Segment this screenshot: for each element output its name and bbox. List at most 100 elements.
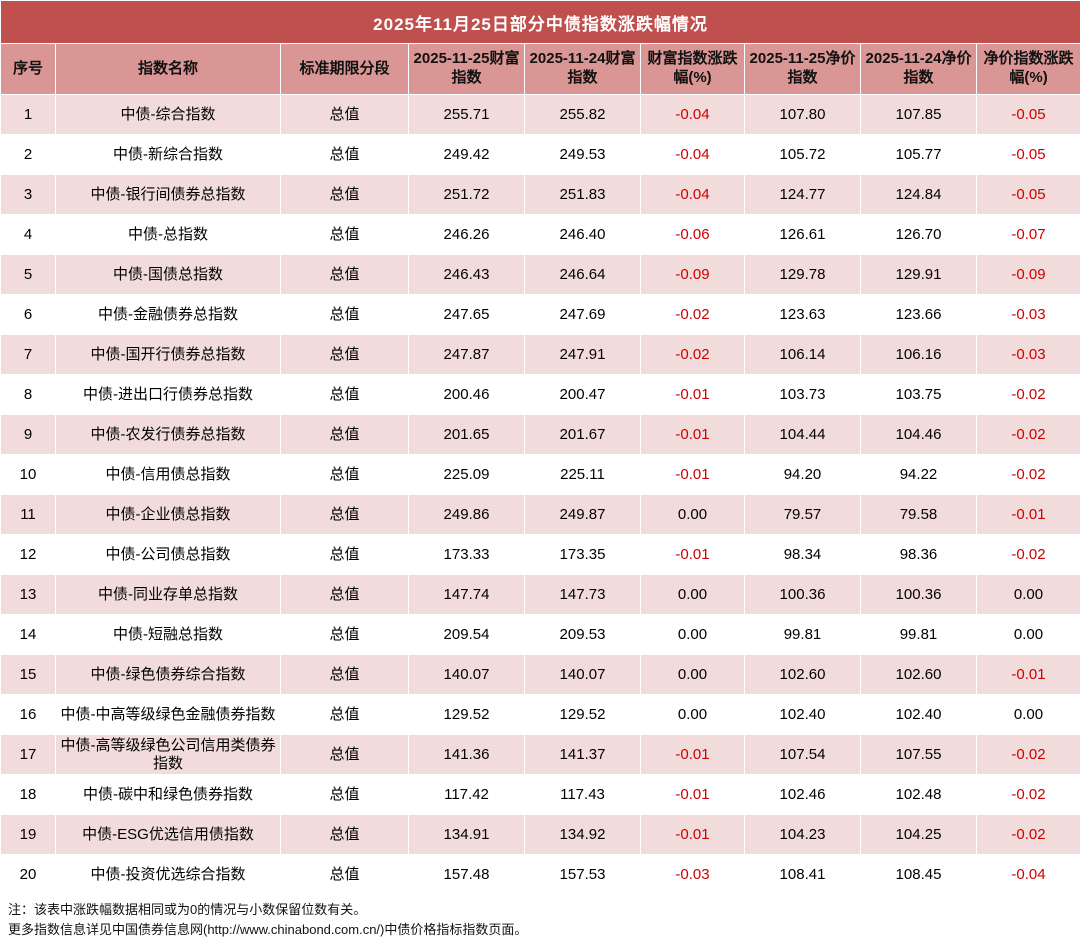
table-cell: 总值: [281, 255, 409, 295]
table-cell: 246.43: [409, 255, 525, 295]
table-cell: 总值: [281, 295, 409, 335]
table-cell: 147.73: [525, 575, 641, 615]
table-cell: 20: [1, 855, 56, 895]
table-cell: -0.02: [641, 295, 745, 335]
table-cell: 200.47: [525, 375, 641, 415]
table-cell: 中债-银行间债券总指数: [56, 175, 281, 215]
table-cell: 140.07: [409, 655, 525, 695]
table-cell: 107.85: [861, 95, 977, 135]
table-cell: -0.02: [977, 735, 1080, 775]
table-cell: -0.09: [977, 255, 1080, 295]
table-cell: 10: [1, 455, 56, 495]
table-cell: 108.45: [861, 855, 977, 895]
table-cell: 总值: [281, 815, 409, 855]
table-cell: 0.00: [977, 575, 1080, 615]
table-cell: -0.02: [977, 375, 1080, 415]
table-cell: 12: [1, 535, 56, 575]
table-cell: -0.09: [641, 255, 745, 295]
table-cell: 中债-绿色债券综合指数: [56, 655, 281, 695]
table-cell: 124.84: [861, 175, 977, 215]
footnote-line-2: 更多指数信息详见中国债券信息网(http://www.chinabond.com…: [8, 920, 1072, 940]
table-cell: -0.01: [641, 775, 745, 815]
table-cell: 99.81: [745, 615, 861, 655]
column-header: 2025-11-25财富指数: [409, 44, 525, 95]
table-cell: -0.01: [641, 375, 745, 415]
table-cell: 251.83: [525, 175, 641, 215]
table-cell: 123.63: [745, 295, 861, 335]
table-cell: 157.53: [525, 855, 641, 895]
table-cell: 255.82: [525, 95, 641, 135]
table-cell: -0.01: [641, 535, 745, 575]
table-cell: -0.05: [977, 175, 1080, 215]
table-cell: 总值: [281, 455, 409, 495]
table-cell: 225.11: [525, 455, 641, 495]
table-cell: 总值: [281, 335, 409, 375]
table-cell: 129.78: [745, 255, 861, 295]
table-cell: 9: [1, 415, 56, 455]
column-header: 净价指数涨跌幅(%): [977, 44, 1080, 95]
table-cell: 107.55: [861, 735, 977, 775]
table-cell: 总值: [281, 495, 409, 535]
table-cell: 246.26: [409, 215, 525, 255]
table-cell: 200.46: [409, 375, 525, 415]
table-cell: 201.67: [525, 415, 641, 455]
table-cell: -0.07: [977, 215, 1080, 255]
table-cell: 0.00: [641, 695, 745, 735]
table-cell: 11: [1, 495, 56, 535]
table-cell: 255.71: [409, 95, 525, 135]
table-cell: 106.16: [861, 335, 977, 375]
table-cell: 129.52: [409, 695, 525, 735]
table-cell: 总值: [281, 95, 409, 135]
table-cell: 247.87: [409, 335, 525, 375]
table-cell: -0.02: [977, 775, 1080, 815]
table-cell: 总值: [281, 735, 409, 775]
table-cell: 102.40: [745, 695, 861, 735]
table-cell: 157.48: [409, 855, 525, 895]
table-cell: -0.04: [641, 95, 745, 135]
column-header: 2025-11-24财富指数: [525, 44, 641, 95]
table-cell: 247.91: [525, 335, 641, 375]
table-cell: 中债-国开行债券总指数: [56, 335, 281, 375]
table-cell: 总值: [281, 215, 409, 255]
table-cell: 103.73: [745, 375, 861, 415]
table-cell: 102.60: [745, 655, 861, 695]
table-cell: 中债-同业存单总指数: [56, 575, 281, 615]
table-title: 2025年11月25日部分中债指数涨跌幅情况: [1, 1, 1080, 44]
table-cell: 14: [1, 615, 56, 655]
table-cell: 中债-农发行债券总指数: [56, 415, 281, 455]
table-cell: -0.02: [641, 335, 745, 375]
table-cell: 104.46: [861, 415, 977, 455]
table-cell: 134.91: [409, 815, 525, 855]
table-cell: 中债-信用债总指数: [56, 455, 281, 495]
table-cell: 247.65: [409, 295, 525, 335]
table-cell: 2: [1, 135, 56, 175]
table-cell: -0.01: [641, 415, 745, 455]
table-cell: 100.36: [861, 575, 977, 615]
table-cell: 中债-进出口行债券总指数: [56, 375, 281, 415]
table-cell: -0.01: [641, 735, 745, 775]
table-cell: 中债-金融债券总指数: [56, 295, 281, 335]
table-cell: 147.74: [409, 575, 525, 615]
table-cell: -0.04: [641, 135, 745, 175]
footnote-line-1: 注：该表中涨跌幅数据相同或为0的情况与小数保留位数有关。: [8, 900, 1072, 920]
table-cell: 中债-企业债总指数: [56, 495, 281, 535]
footnotes: 注：该表中涨跌幅数据相同或为0的情况与小数保留位数有关。 更多指数信息详见中国债…: [0, 895, 1080, 940]
table-cell: 中债-投资优选综合指数: [56, 855, 281, 895]
table-cell: 8: [1, 375, 56, 415]
table-cell: -0.04: [977, 855, 1080, 895]
table-cell: 中债-公司债总指数: [56, 535, 281, 575]
table-cell: 总值: [281, 575, 409, 615]
table-cell: 中债-新综合指数: [56, 135, 281, 175]
table-cell: 249.87: [525, 495, 641, 535]
